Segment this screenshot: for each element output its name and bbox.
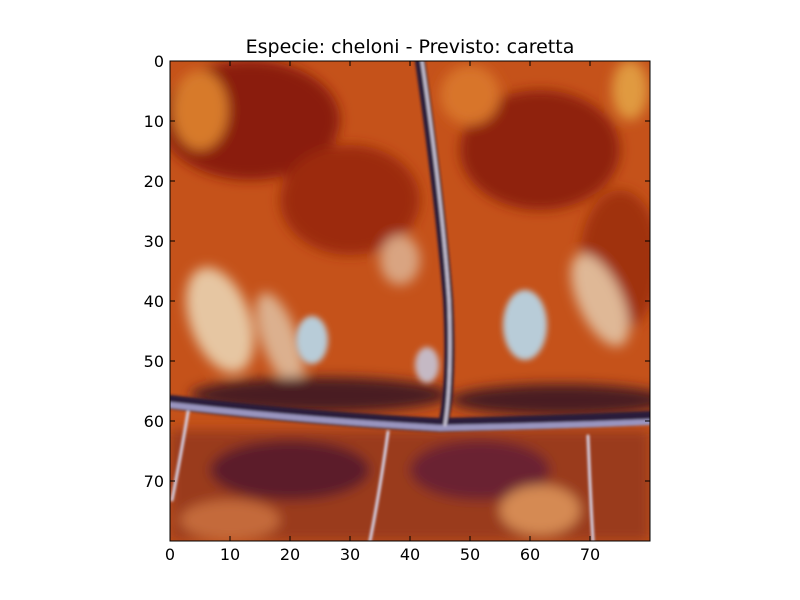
x-tick-label: 40 — [400, 545, 420, 564]
x-tick-label: 60 — [520, 545, 540, 564]
seam-vertical-top — [420, 61, 452, 427]
pale-blue-spot — [415, 347, 439, 383]
pale-streak — [570, 253, 630, 347]
y-tick-label: 50 — [144, 352, 164, 371]
x-tick-label: 10 — [220, 545, 240, 564]
y-tick-label: 70 — [144, 472, 164, 491]
y-tick-label: 20 — [144, 172, 164, 191]
dark-blotch — [280, 145, 420, 255]
seam-vertical-mid — [368, 430, 390, 541]
lower-dark — [210, 440, 370, 500]
y-tick-label: 30 — [144, 232, 164, 251]
seam-horizontal — [170, 402, 650, 432]
seam-vertical-right — [586, 434, 595, 541]
image-panel — [170, 61, 650, 541]
x-tick-label: 0 — [165, 545, 175, 564]
y-tick-label: 40 — [144, 292, 164, 311]
dark-band — [450, 384, 650, 416]
chart-title: Especie: cheloni - Previsto: caretta — [246, 36, 575, 58]
pale-streak — [186, 267, 254, 373]
axes: 0 10 20 30 40 50 60 70 0 10 20 30 40 50 60 70 — [144, 52, 650, 564]
dark-blotch — [460, 90, 620, 210]
x-tick-label: 30 — [340, 545, 360, 564]
lower-dark — [410, 440, 550, 500]
y-tick-label: 60 — [144, 412, 164, 431]
lower-light — [500, 485, 580, 535]
x-tick-label: 50 — [460, 545, 480, 564]
pale-blue-spot — [503, 290, 547, 360]
lower-light — [180, 500, 280, 540]
seam-vertical-left — [170, 410, 190, 502]
y-tick-label: 10 — [144, 112, 164, 131]
light-patch — [440, 65, 500, 125]
x-tick-label: 20 — [280, 545, 300, 564]
x-tick-label: 70 — [580, 545, 600, 564]
light-patch — [172, 70, 228, 150]
pale-blue-spot — [296, 316, 328, 364]
light-patch — [612, 61, 648, 120]
y-tick-label: 0 — [154, 52, 164, 71]
dark-band — [190, 377, 450, 413]
pale-streak — [380, 235, 420, 285]
pale-streak — [255, 292, 305, 388]
